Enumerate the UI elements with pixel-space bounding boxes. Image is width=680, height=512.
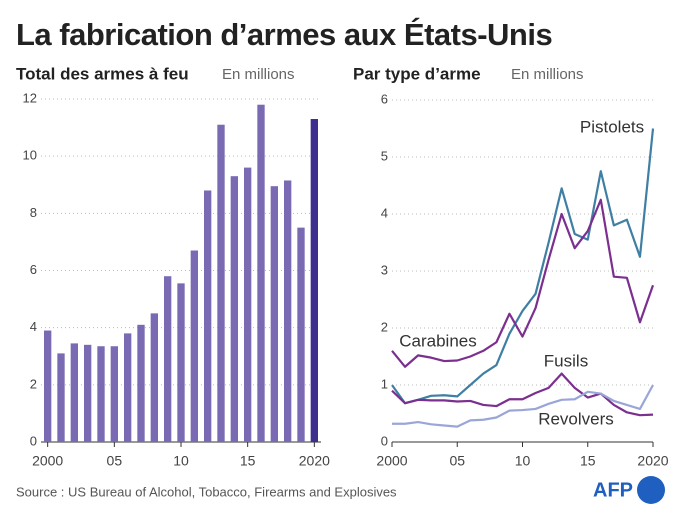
y-tick-label: 10 xyxy=(23,148,37,163)
bar xyxy=(270,186,278,442)
x-tick-label: 15 xyxy=(240,453,256,469)
bar xyxy=(284,180,292,442)
bar xyxy=(150,313,158,442)
x-tick-label: 05 xyxy=(107,453,123,469)
series-line xyxy=(392,384,654,428)
bar xyxy=(84,344,92,442)
bar xyxy=(310,119,318,442)
series-label: Pistolets xyxy=(580,117,644,136)
logo-circle xyxy=(637,476,665,504)
bar xyxy=(230,176,238,443)
bar xyxy=(137,324,145,442)
x-tick-label: 15 xyxy=(580,453,596,469)
y-tick-label: 4 xyxy=(30,319,37,334)
chart-subtitle: En millions xyxy=(222,66,295,83)
bar xyxy=(110,346,118,442)
y-tick-label: 8 xyxy=(30,205,37,220)
y-tick-label: 12 xyxy=(23,90,37,105)
bar xyxy=(57,353,65,442)
x-tick-label: 10 xyxy=(515,453,531,469)
bar xyxy=(177,283,185,442)
chart-title: Total des armes à feu xyxy=(16,64,189,83)
bar xyxy=(297,227,305,442)
series-line xyxy=(391,128,655,405)
bar xyxy=(257,104,265,442)
y-tick-label: 0 xyxy=(381,433,388,448)
series-line xyxy=(391,198,655,368)
bar xyxy=(124,333,132,442)
x-tick-label: 2020 xyxy=(299,453,330,469)
bar xyxy=(44,330,52,442)
y-tick-label: 2 xyxy=(381,319,388,334)
bar xyxy=(244,167,252,442)
x-tick-label: 2020 xyxy=(637,453,668,469)
y-tick-label: 4 xyxy=(381,205,388,220)
bar xyxy=(204,190,212,442)
bar xyxy=(190,250,198,442)
y-tick-label: 6 xyxy=(30,262,37,277)
chart-subtitle: En millions xyxy=(511,66,584,83)
bar xyxy=(97,346,105,442)
y-tick-label: 0 xyxy=(30,433,37,448)
y-tick-label: 5 xyxy=(381,148,388,163)
x-tick-label: 2000 xyxy=(32,453,63,469)
series-label: Carabines xyxy=(399,331,477,350)
x-tick-label: 10 xyxy=(173,453,189,469)
bar xyxy=(164,276,172,442)
source: Source : US Bureau of Alcohol, Tobacco, … xyxy=(16,484,397,499)
series-label: Revolvers xyxy=(538,409,614,428)
bar xyxy=(70,343,78,442)
series-label: Fusils xyxy=(544,351,588,370)
logo: AFP xyxy=(593,479,633,501)
page-title: La fabrication d’armes aux États-Unis xyxy=(16,17,552,52)
series-line xyxy=(391,372,654,417)
bar xyxy=(217,124,225,442)
chart-title: Par type d’arme xyxy=(353,64,481,83)
y-tick-label: 6 xyxy=(381,91,388,106)
x-tick-label: 05 xyxy=(449,453,465,469)
y-tick-label: 1 xyxy=(381,376,388,391)
y-tick-label: 3 xyxy=(381,262,388,277)
y-tick-label: 2 xyxy=(30,376,37,391)
x-tick-label: 2000 xyxy=(376,453,407,469)
